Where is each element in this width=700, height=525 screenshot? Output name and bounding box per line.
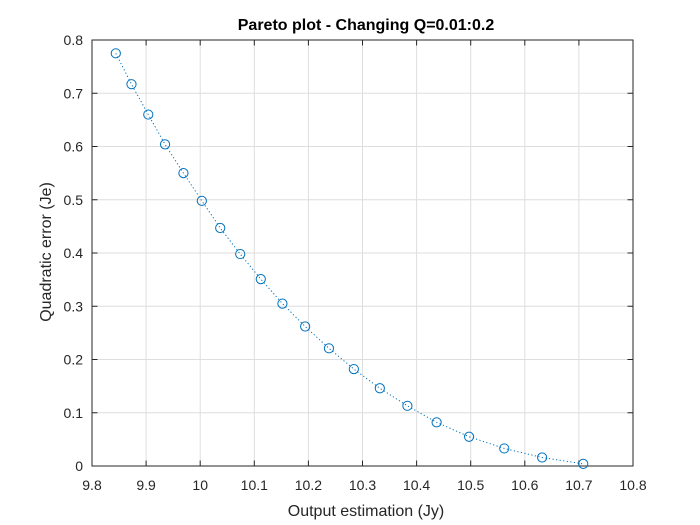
data-point [374, 383, 385, 394]
x-tick-label: 10 [192, 477, 208, 493]
x-axis-label: Output estimation (Jy) [288, 503, 445, 520]
y-tick-label: 0 [75, 458, 83, 474]
y-tick-label: 0.8 [64, 32, 84, 48]
y-axis-label: Quadratic error (Je) [38, 182, 55, 322]
x-tick-label: 10.5 [457, 477, 484, 493]
x-tick-label: 10.3 [349, 477, 376, 493]
x-tick-labels: 9.8 9.9 10 10.1 10.2 10.3 10.4 10.5 10.6 10.7 10.8 [82, 477, 647, 493]
data-point [463, 431, 475, 442]
data-point [178, 168, 189, 179]
series-layer [110, 48, 589, 469]
x-tick-label: 10.2 [295, 477, 322, 493]
data-point [578, 458, 589, 469]
y-tick-label: 0.2 [64, 352, 84, 368]
x-tick-label: 10.6 [511, 477, 538, 493]
data-point [323, 343, 335, 354]
x-tick-label: 10.4 [403, 477, 430, 493]
data-point [235, 248, 246, 260]
x-tick-label: 10.7 [565, 477, 592, 493]
y-tick-label: 0.6 [64, 139, 84, 155]
x-tick-label: 10.1 [241, 477, 268, 493]
data-point [537, 452, 548, 463]
x-tick-label: 9.9 [136, 477, 156, 493]
x-tick-label: 10.8 [619, 477, 646, 493]
data-point [277, 298, 288, 309]
y-tick-label: 0.4 [64, 245, 84, 261]
y-tick-label: 0.3 [64, 298, 84, 314]
x-tick-label: 9.8 [82, 477, 102, 493]
data-point [255, 273, 266, 285]
y-tick-labels: 0 0.1 0.2 0.3 0.4 0.5 0.6 0.7 0.8 [64, 32, 84, 474]
data-point [159, 139, 171, 150]
chart-title: Pareto plot - Changing Q=0.01:0.2 [238, 17, 495, 34]
data-point [143, 109, 154, 120]
data-point [110, 48, 121, 59]
data-point [300, 321, 311, 332]
y-tick-label: 0.1 [64, 405, 84, 421]
data-point [215, 222, 226, 234]
series-line [115, 53, 584, 465]
data-point [499, 443, 510, 454]
data-point [126, 79, 137, 90]
data-point [196, 195, 207, 206]
tick-marks [91, 39, 634, 467]
data-point [402, 400, 413, 411]
data-point [348, 363, 359, 375]
y-tick-label: 0.7 [64, 85, 84, 101]
y-tick-label: 0.5 [64, 192, 84, 208]
data-point [431, 417, 442, 428]
